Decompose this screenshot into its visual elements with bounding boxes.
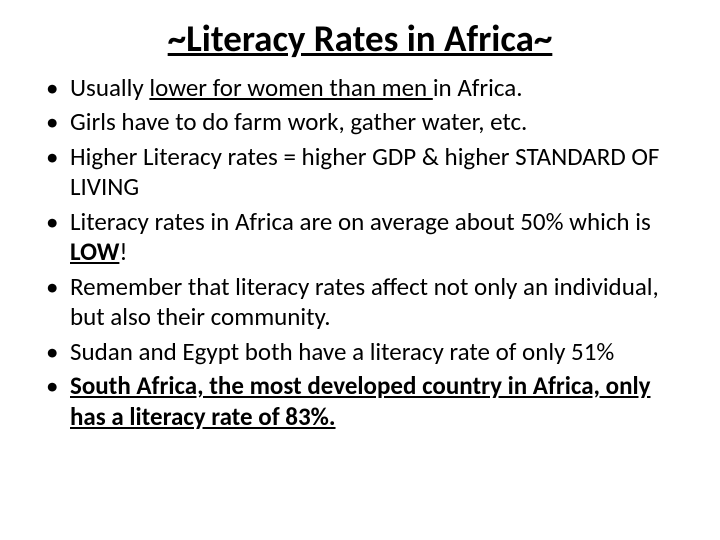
text-span-underline: lower for women than men [149, 72, 432, 103]
text-span: Literacy rates in Africa are on average … [70, 206, 651, 237]
list-item: Usually lower for women than men in Afri… [46, 73, 682, 104]
text-span: Remember that literacy rates affect not … [70, 271, 659, 333]
slide-title: ~Literacy Rates in Africa~ [28, 18, 692, 61]
list-item: Literacy rates in Africa are on average … [46, 207, 682, 268]
list-item: Remember that literacy rates affect not … [46, 272, 682, 333]
text-span: Usually [70, 72, 149, 103]
slide: ~Literacy Rates in Africa~ Usually lower… [0, 0, 720, 540]
text-span-bold-underline: LOW [70, 236, 119, 267]
text-span: in Africa. [433, 72, 523, 103]
list-item: Sudan and Egypt both have a literacy rat… [46, 337, 682, 368]
text-span: Sudan and Egypt both have a literacy rat… [70, 336, 614, 367]
bullet-list: Usually lower for women than men in Afri… [28, 73, 692, 433]
text-span: Girls have to do farm work, gather water… [70, 106, 527, 137]
text-span: Higher Literacy rates = higher GDP & hig… [70, 141, 659, 203]
list-item: Higher Literacy rates = higher GDP & hig… [46, 142, 682, 203]
list-item: Girls have to do farm work, gather water… [46, 107, 682, 138]
text-span: ! [119, 236, 127, 267]
text-span-bold-underline: South Africa, the most developed country… [70, 370, 650, 432]
list-item: South Africa, the most developed country… [46, 371, 682, 432]
